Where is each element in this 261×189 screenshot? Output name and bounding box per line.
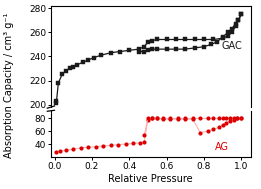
Text: Absorption Capacity / cm³ g⁻¹: Absorption Capacity / cm³ g⁻¹ — [4, 12, 14, 158]
X-axis label: Relative Pressure: Relative Pressure — [108, 174, 193, 184]
Text: GAC: GAC — [222, 40, 242, 50]
Text: AG: AG — [215, 142, 229, 152]
